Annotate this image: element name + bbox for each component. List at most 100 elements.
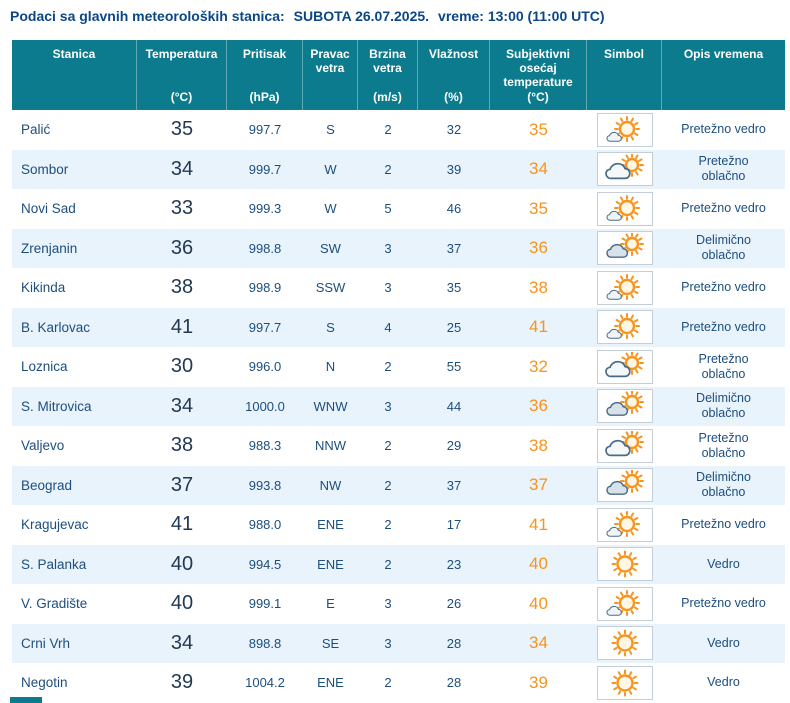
- symbol-cell: [587, 189, 662, 229]
- table-row: Sombor 34 999.7 W 2 39 34 Pretežno oblačno: [12, 149, 785, 190]
- wind-direction-value: SW: [320, 240, 341, 256]
- humidity-value: 23: [446, 556, 462, 572]
- mostly-clear-icon: [596, 310, 653, 345]
- wind-speed-value: 4: [384, 319, 392, 335]
- mostly-clear-icon: [596, 191, 653, 226]
- pressure-value: 998.9: [248, 280, 282, 296]
- humidity-value: 29: [446, 438, 462, 454]
- mostly-cloudy-icon: [596, 152, 653, 187]
- mostly-clear-icon: [596, 586, 653, 621]
- col-header-pritisak: Pritisak (hPa): [227, 40, 303, 110]
- col-header-pravac-vetra: Pravac vetra: [303, 40, 358, 110]
- partly-cloudy-icon: [596, 231, 653, 266]
- station-name: B. Karlovac: [21, 319, 91, 335]
- wind-direction-value: E: [326, 596, 335, 612]
- station-name: V. Gradište: [21, 596, 88, 612]
- weather-table: Stanica Temperatura (°C) Pritisak (hPa) …: [12, 40, 785, 703]
- temperature-value: 40: [170, 552, 194, 575]
- pressure-value: 996.0: [248, 359, 282, 375]
- feels-like-value: 41: [529, 514, 548, 534]
- col-label: Pravac vetra: [310, 47, 350, 76]
- table-row: Beograd 37 993.8 NW 2 37 37 Delimično oblačno: [12, 465, 785, 505]
- humidity-value: 55: [446, 359, 462, 375]
- col-header-temperatura: Temperatura (°C): [137, 40, 227, 110]
- title-time: vreme: 13:00 (11:00 UTC): [438, 8, 605, 24]
- wind-speed-value: 2: [384, 556, 392, 572]
- station-name: Crni Vrh: [21, 635, 71, 651]
- feels-like-value: 39: [529, 672, 548, 692]
- station-name: Loznica: [21, 359, 68, 375]
- clear-sun-icon: [596, 665, 653, 700]
- humidity-value: 32: [446, 122, 462, 138]
- col-label: Temperatura: [145, 47, 218, 61]
- station-name: Zrenjanin: [21, 240, 78, 256]
- symbol-cell: [587, 545, 662, 585]
- symbol-cell: [587, 150, 662, 190]
- temperature-value: 33: [170, 197, 194, 220]
- weather-description: Pretežno vedro: [681, 596, 766, 611]
- feels-like-value: 36: [529, 396, 548, 416]
- table-row: Kikinda 38 998.9 SSW 3 35 38 Pretežno vedro: [12, 268, 785, 308]
- wind-speed-value: 3: [384, 280, 392, 296]
- col-unit: (%): [444, 89, 463, 104]
- weather-description: Delimično oblačno: [696, 391, 751, 421]
- station-name: Sombor: [21, 161, 69, 177]
- table-row: Palić 35 997.7 S 2 32 35 Pretežno vedro: [12, 110, 785, 150]
- partly-cloudy-icon: [596, 389, 653, 424]
- col-header-subjektivni-osecaj: Subjektivni osećaj temperature (°C): [490, 40, 587, 110]
- col-header-opis-vremena: Opis vremena: [662, 40, 785, 110]
- feels-like-value: 38: [529, 435, 548, 455]
- temperature-value: 39: [170, 671, 194, 694]
- pressure-value: 988.3: [248, 438, 282, 454]
- table-header-row: Stanica Temperatura (°C) Pritisak (hPa) …: [12, 40, 785, 110]
- humidity-value: 17: [446, 517, 462, 533]
- symbol-cell: [587, 584, 662, 624]
- temperature-value: 40: [170, 592, 194, 615]
- station-name: Palić: [21, 122, 51, 138]
- station-name: Negotin: [21, 675, 68, 691]
- symbol-cell: [587, 505, 662, 545]
- station-name: Kikinda: [21, 280, 66, 296]
- pressure-value: 998.8: [248, 240, 282, 256]
- humidity-value: 28: [446, 675, 462, 691]
- symbol-cell: [587, 663, 662, 703]
- station-name: S. Mitrovica: [21, 398, 92, 414]
- pressure-value: 997.7: [248, 122, 282, 138]
- humidity-value: 28: [446, 635, 462, 651]
- col-label: Vlažnost: [428, 47, 479, 61]
- feels-like-value: 34: [529, 159, 548, 179]
- table-row: S. Mitrovica 34 1000.0 WNW 3 44 36 Delimično ob…: [12, 386, 785, 427]
- weather-description: Pretežno vedro: [681, 517, 766, 532]
- wind-direction-value: WNW: [313, 398, 348, 414]
- humidity-value: 26: [446, 596, 462, 612]
- wind-direction-value: W: [324, 201, 337, 217]
- weather-description: Pretežno vedro: [681, 201, 766, 216]
- title-prefix: Podaci sa glavnih meteoroloških stanica:: [10, 8, 285, 24]
- symbol-cell: [587, 624, 662, 664]
- clear-sun-icon: [596, 626, 653, 661]
- weather-description: Pretežno oblačno: [698, 154, 749, 184]
- wind-speed-value: 2: [384, 675, 392, 691]
- feels-like-value: 40: [529, 554, 548, 574]
- wind-direction-value: N: [325, 359, 336, 375]
- table-body: Palić 35 997.7 S 2 32 35 Pretežno vedro Sombor 34…: [12, 110, 785, 703]
- wind-direction-value: SSW: [315, 280, 346, 296]
- symbol-cell: [587, 387, 662, 427]
- symbol-cell: [587, 347, 662, 387]
- symbol-cell: [587, 268, 662, 308]
- weather-description: Delimično oblačno: [696, 233, 751, 263]
- temperature-value: 34: [170, 157, 194, 180]
- wind-direction-value: ENE: [317, 517, 344, 533]
- wind-speed-value: 3: [384, 240, 392, 256]
- mostly-clear-icon: [596, 112, 653, 147]
- col-unit: (°C): [170, 89, 193, 104]
- wind-direction-value: NNW: [314, 438, 347, 454]
- wind-speed-value: 2: [384, 122, 392, 138]
- wind-direction-value: S: [326, 319, 335, 335]
- weather-description: Pretežno vedro: [681, 122, 766, 137]
- pressure-value: 988.0: [248, 517, 282, 533]
- table-row: Crni Vrh 34 898.8 SE 3 28 34 Vedro: [12, 623, 785, 664]
- humidity-value: 35: [446, 280, 462, 296]
- partly-cloudy-icon: [596, 468, 653, 503]
- table-row: V. Gradište 40 999.1 E 3 26 40 Pretežno vedro: [12, 584, 785, 624]
